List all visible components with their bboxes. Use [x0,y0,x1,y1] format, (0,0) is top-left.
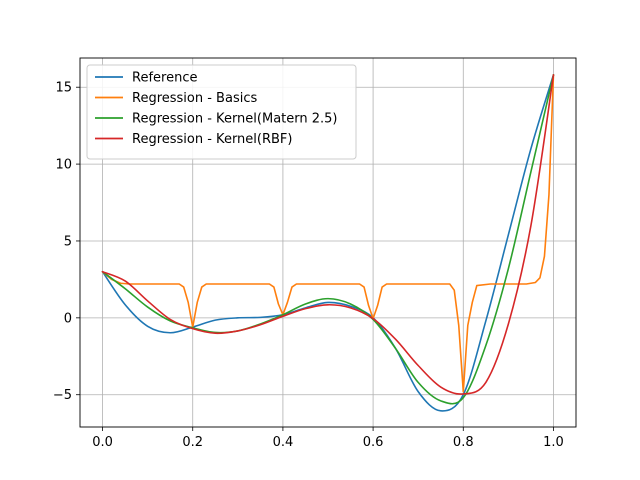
y-axis-ticks: −5 0 5 10 15 [53,81,80,403]
x-tick-label: 1.0 [543,435,564,450]
legend-label-regression-basics: Regression - Basics [132,91,257,106]
x-tick-label: 0.6 [363,435,384,450]
x-tick-label: 0.2 [182,435,203,450]
axes-frame [79,57,577,428]
legend-label-regression-kernel-rbf: Regression - Kernel(RBF) [132,132,292,147]
y-tick-label: −5 [53,388,72,403]
series-line-regression-kernel-rbf [101,74,555,395]
y-tick-label: 0 [64,311,72,326]
x-axis-ticks: 0.0 0.2 0.4 0.6 0.8 1.0 [92,427,564,450]
legend-box [86,64,357,160]
x-tick-label: 0.8 [453,435,474,450]
plot-lines [101,74,555,412]
x-tick-label: 0.0 [92,435,113,450]
legend: Reference Regression - Basics Regression -… [86,64,357,160]
series-line-regression-basics [101,74,555,393]
legend-label-regression-kernel-matern-2-5: Regression - Kernel(Matern 2.5) [132,112,338,127]
y-tick-label: 10 [55,158,72,173]
legend-label-reference: Reference [132,71,197,86]
y-tick-label: 15 [55,81,72,96]
series-line-reference [101,74,555,412]
x-tick-label: 0.4 [273,435,294,450]
y-tick-label: 5 [64,234,72,249]
